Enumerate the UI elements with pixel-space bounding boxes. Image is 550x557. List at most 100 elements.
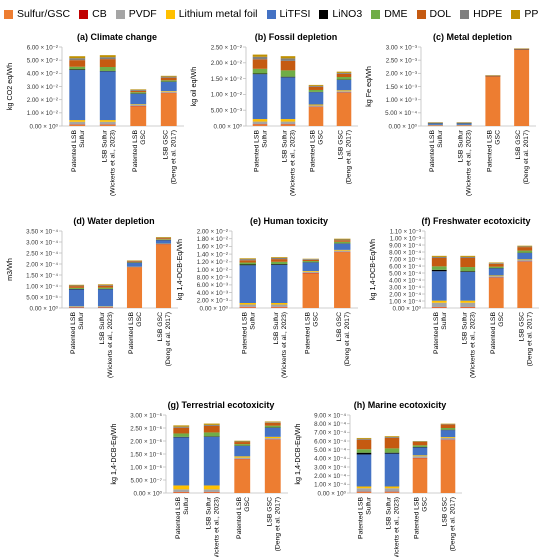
- x-tick-label: LSB Sulfur(Wickerts et al., 2023): [458, 129, 473, 196]
- chart-title: (e) Human toxicity: [250, 216, 328, 226]
- bar-segment: [234, 456, 251, 458]
- bar-segment: [160, 77, 177, 81]
- bar-segment: [173, 426, 190, 428]
- bar-segment: [99, 59, 116, 68]
- chart-title: (f) Freshwater ecotoxicity: [421, 216, 530, 226]
- x-tick-label: Patented LSBSulfur: [433, 311, 448, 354]
- legend-label: CB: [92, 8, 107, 20]
- bar-segment: [173, 492, 190, 493]
- legend-item: LiTFSI: [266, 8, 310, 20]
- bar-segment: [280, 77, 296, 120]
- bar-segment: [234, 441, 251, 443]
- x-tick-label: LSB GSC(Deng et al. 2017): [515, 130, 530, 185]
- x-tick-label: LSB GSC(Deng et al. 2017): [162, 130, 177, 185]
- bar-segment: [308, 105, 324, 107]
- bar-segment: [280, 56, 296, 59]
- bar-segment: [308, 85, 324, 87]
- y-tick-label: 5.00 × 10⁻⁴: [314, 447, 346, 454]
- y-axis-label: kg 1,4-DCB-Eq/Wh: [368, 239, 377, 300]
- bar-segment: [126, 267, 143, 308]
- bar-segment: [336, 92, 352, 126]
- y-tick-label: 8.00 × 10⁻⁴: [389, 249, 421, 256]
- legend-swatch: [115, 9, 125, 19]
- bar-segment: [173, 489, 190, 492]
- bar-segment: [334, 241, 351, 244]
- bar-segment: [308, 107, 324, 126]
- bar-segment: [239, 304, 256, 307]
- legend-item: DOL: [416, 8, 451, 20]
- y-tick-label: 1.80 × 10⁻²: [197, 236, 228, 243]
- y-tick-label: 1.50 × 10⁻³: [386, 84, 417, 91]
- bar-segment: [460, 256, 476, 258]
- bar-segment: [440, 437, 456, 440]
- bar-segment: [517, 250, 533, 253]
- bar-segment: [234, 442, 251, 445]
- bar-segment: [69, 70, 86, 121]
- y-tick-label: 1.00 × 10⁻⁴: [26, 283, 58, 290]
- y-tick-label: 5.00 × 10⁻⁴: [389, 270, 421, 277]
- bar-segment: [203, 425, 220, 433]
- legend-label: PP: [524, 8, 539, 20]
- bar-segment: [160, 93, 177, 126]
- bar-segment: [302, 262, 319, 272]
- bar-segment: [234, 457, 251, 459]
- bar-segment: [412, 441, 428, 446]
- bar-segment: [130, 104, 147, 106]
- y-tick-label: 1.00 × 10⁻³: [390, 235, 421, 242]
- legend-item: Sulfur/GSC: [4, 8, 70, 20]
- y-tick-label: 9.00 × 10⁻⁴: [389, 242, 421, 249]
- bar-segment: [440, 437, 456, 438]
- bar-segment: [431, 255, 447, 257]
- y-axis-label: kg 1,4-DCB-Eq/Wh: [293, 423, 302, 484]
- y-tick-label: 3.50 × 10⁻⁴: [26, 228, 58, 235]
- bar-segment: [160, 76, 177, 78]
- y-tick-label: 1.00 × 10⁻²: [27, 110, 58, 117]
- legend-label: DME: [384, 8, 408, 20]
- y-axis-label: m3/Wh: [5, 258, 14, 281]
- y-tick-label: 1.50 × 10⁻⁴: [26, 272, 58, 279]
- bar-segment: [271, 257, 288, 260]
- bar-segment: [264, 421, 281, 423]
- bar-segment: [384, 453, 400, 487]
- bar-segment: [517, 260, 533, 262]
- bar-segment: [517, 253, 533, 260]
- bar-segment: [412, 447, 428, 456]
- bar-segment: [203, 485, 220, 490]
- bar-segment: [517, 245, 533, 247]
- legend-label: HDPE: [473, 8, 503, 20]
- y-tick-label: 6.00 × 10⁻⁴: [314, 438, 346, 445]
- bar-segment: [488, 268, 504, 276]
- y-tick-label: 1.00 × 10⁻⁴: [389, 298, 421, 305]
- bar-segment: [431, 257, 447, 267]
- y-tick-label: 2.00 × 10⁻⁶: [130, 438, 162, 445]
- chart-title: (a) Climate change: [77, 32, 157, 42]
- y-tick-label: 9.00 × 10⁻⁴: [314, 412, 346, 419]
- bar-segment: [302, 273, 319, 308]
- bar-segment: [280, 60, 296, 71]
- y-tick-label: 4.00 × 10⁻⁴: [314, 456, 346, 463]
- bar-segment: [356, 488, 372, 492]
- y-axis-label: kg oil eq/Wh: [189, 67, 198, 107]
- chart-legend: Sulfur/GSC CB PVDF Lithium metal foil LiTFSI…: [4, 2, 546, 26]
- bar-segment: [334, 243, 351, 250]
- bar-segment: [384, 492, 400, 493]
- y-tick-label: 8.00 × 10⁻⁴: [314, 421, 346, 428]
- bar-segment: [130, 90, 147, 93]
- y-tick-label: 3.00 × 10⁻²: [27, 84, 58, 91]
- bar-segment: [488, 266, 504, 269]
- bar-segment: [99, 121, 116, 125]
- y-tick-label: 2.00 × 10⁻⁴: [314, 473, 346, 480]
- bar-segment: [239, 264, 256, 266]
- bar-segment: [97, 306, 114, 308]
- x-tick-label: LSB Sulfur(Wickerts et al., 2023): [386, 496, 401, 557]
- bar-segment: [302, 271, 319, 273]
- y-tick-label: 6.00 × 10⁻²: [27, 44, 58, 51]
- bar-segment: [160, 80, 177, 82]
- bar-segment: [173, 425, 190, 427]
- chart-title: (c) Metal depletion: [433, 32, 512, 42]
- x-tick-label: LSB Sulfur(Wickerts et al., 2023): [461, 311, 476, 378]
- bar-segment: [488, 262, 504, 264]
- y-tick-label: 4.00 × 10⁻³: [197, 290, 228, 297]
- bar-segment: [203, 424, 220, 426]
